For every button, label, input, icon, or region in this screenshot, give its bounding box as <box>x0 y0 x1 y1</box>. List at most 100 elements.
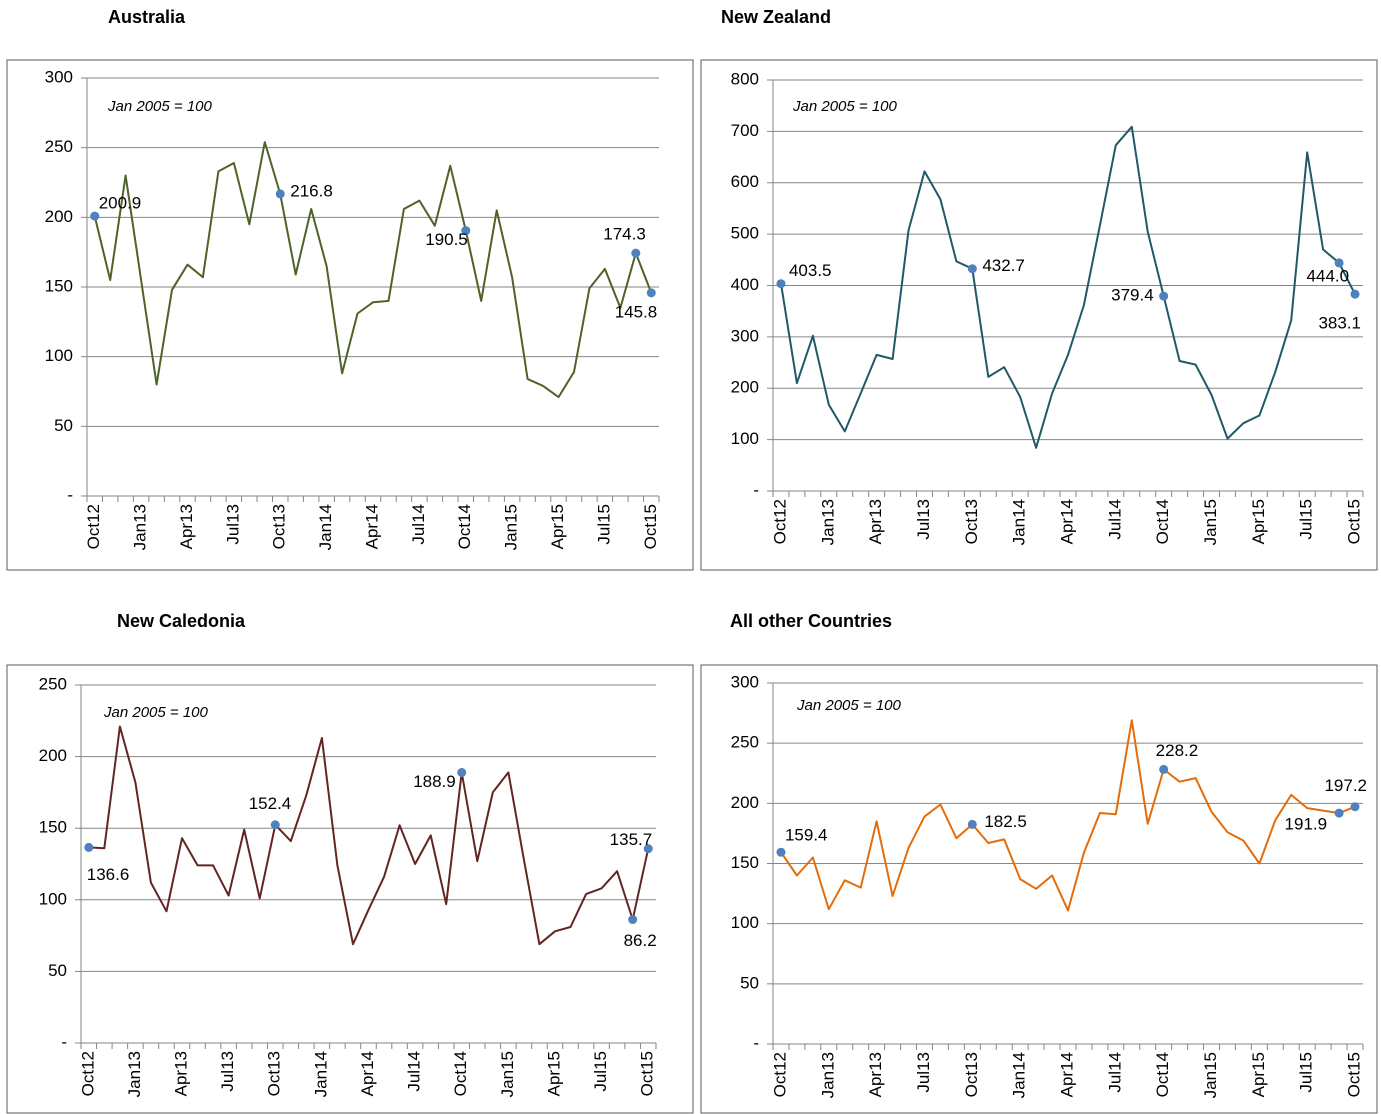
y-tick-label: 300 <box>731 326 759 345</box>
chart-title: New Zealand <box>721 7 831 27</box>
x-tick-label: Jul15 <box>1297 499 1316 540</box>
chart-frame <box>6 664 694 1114</box>
data-label: 190.5 <box>425 230 468 249</box>
y-tick-label: 300 <box>731 672 759 691</box>
x-tick-label: Oct14 <box>1153 499 1172 544</box>
y-tick-label: 150 <box>731 853 759 872</box>
y-tick-label: 250 <box>731 733 759 752</box>
x-tick-label: Jul13 <box>914 499 933 540</box>
x-tick-label: Apr14 <box>1057 1052 1076 1097</box>
x-tick-label: Jan13 <box>131 504 150 550</box>
x-tick-label: Oct13 <box>270 504 289 549</box>
y-tick-label: 150 <box>39 818 67 837</box>
y-tick-label: 250 <box>39 674 67 693</box>
data-point <box>776 847 786 857</box>
data-point <box>84 842 94 852</box>
x-tick-label: Jul13 <box>218 1051 237 1092</box>
chart-title: All other Countries <box>730 611 892 631</box>
note: Jan 2005 = 100 <box>103 704 209 721</box>
y-tick-label: 400 <box>731 275 759 294</box>
data-line <box>93 141 653 399</box>
x-tick-label: Apr13 <box>866 1052 885 1097</box>
data-label: 197.2 <box>1324 776 1367 795</box>
y-tick-label: 300 <box>45 67 73 86</box>
chart-frame <box>700 664 1378 1114</box>
chart-frame <box>6 59 694 571</box>
data-point <box>1350 289 1360 299</box>
x-tick-label: Oct15 <box>638 1051 657 1096</box>
data-label: 182.5 <box>984 812 1027 831</box>
x-tick-label: Jan14 <box>311 1051 330 1097</box>
data-label: 145.8 <box>615 302 658 321</box>
data-label: 159.4 <box>785 826 828 845</box>
data-label: 216.8 <box>290 181 333 200</box>
data-label: 188.9 <box>413 772 456 791</box>
x-tick-label: Oct15 <box>1345 499 1364 544</box>
x-tick-label: Jul14 <box>409 504 428 545</box>
x-tick-label: Jan15 <box>1201 1052 1220 1098</box>
note: Jan 2005 = 100 <box>796 697 902 714</box>
y-tick-label: 800 <box>731 69 759 88</box>
data-point <box>457 767 467 777</box>
y-tick-label: 100 <box>45 346 73 365</box>
y-tick-label: - <box>67 485 73 504</box>
x-tick-label: Oct14 <box>1153 1052 1172 1097</box>
x-tick-label: Jul15 <box>1297 1052 1316 1093</box>
data-point <box>631 248 641 258</box>
x-tick-label: Oct15 <box>641 504 660 549</box>
x-tick-label: Apr15 <box>548 504 567 549</box>
x-tick-label: Oct12 <box>770 1052 789 1097</box>
y-tick-label: 100 <box>731 429 759 448</box>
x-tick-label: Jul14 <box>1105 1052 1124 1093</box>
data-point <box>1159 764 1169 774</box>
data-point <box>1334 808 1344 818</box>
y-tick-label: 50 <box>54 416 73 435</box>
y-tick-label: 700 <box>731 121 759 140</box>
x-tick-label: Apr14 <box>358 1051 377 1096</box>
x-tick-label: Jul13 <box>914 1052 933 1093</box>
x-tick-label: Oct13 <box>962 1052 981 1097</box>
x-tick-label: Apr13 <box>866 499 885 544</box>
x-tick-label: Jan13 <box>125 1051 144 1097</box>
x-tick-label: Oct13 <box>265 1051 284 1096</box>
x-tick-label: Apr14 <box>362 504 381 549</box>
note: Jan 2005 = 100 <box>107 98 213 115</box>
x-tick-label: Apr14 <box>1057 499 1076 544</box>
x-tick-label: Oct14 <box>455 504 474 549</box>
x-tick-label: Apr15 <box>1249 499 1268 544</box>
data-point <box>90 211 100 221</box>
x-tick-label: Apr13 <box>171 1051 190 1096</box>
x-tick-label: Oct12 <box>78 1051 97 1096</box>
y-tick-label: 600 <box>731 172 759 191</box>
chart-frame <box>700 59 1378 571</box>
data-label: 383.1 <box>1318 314 1361 333</box>
y-tick-label: 500 <box>731 224 759 243</box>
data-point <box>628 915 638 925</box>
data-point <box>646 288 656 298</box>
y-tick-label: - <box>61 1032 67 1051</box>
x-tick-label: Jul15 <box>594 504 613 545</box>
data-point <box>1334 258 1344 268</box>
x-tick-label: Jul14 <box>405 1051 424 1092</box>
x-tick-label: Apr13 <box>177 504 196 549</box>
x-tick-label: Jan13 <box>818 1052 837 1098</box>
data-label: 444.0 <box>1307 266 1350 285</box>
data-line <box>88 725 650 946</box>
x-tick-label: Jan15 <box>498 1051 517 1097</box>
data-point <box>270 820 280 830</box>
x-tick-label: Oct12 <box>770 499 789 544</box>
data-label: 228.2 <box>1156 741 1199 760</box>
y-tick-label: 200 <box>731 378 759 397</box>
chart-title: New Caledonia <box>117 611 246 631</box>
data-label: 135.7 <box>610 830 653 849</box>
note: Jan 2005 = 100 <box>792 98 898 115</box>
data-line <box>780 719 1356 912</box>
data-point <box>1350 802 1360 812</box>
x-tick-label: Jul15 <box>591 1051 610 1092</box>
x-tick-label: Jan15 <box>1201 499 1220 545</box>
y-tick-label: - <box>753 1033 759 1052</box>
data-label: 152.4 <box>249 794 292 813</box>
data-line <box>780 125 1356 449</box>
chart-title: Australia <box>108 7 186 27</box>
